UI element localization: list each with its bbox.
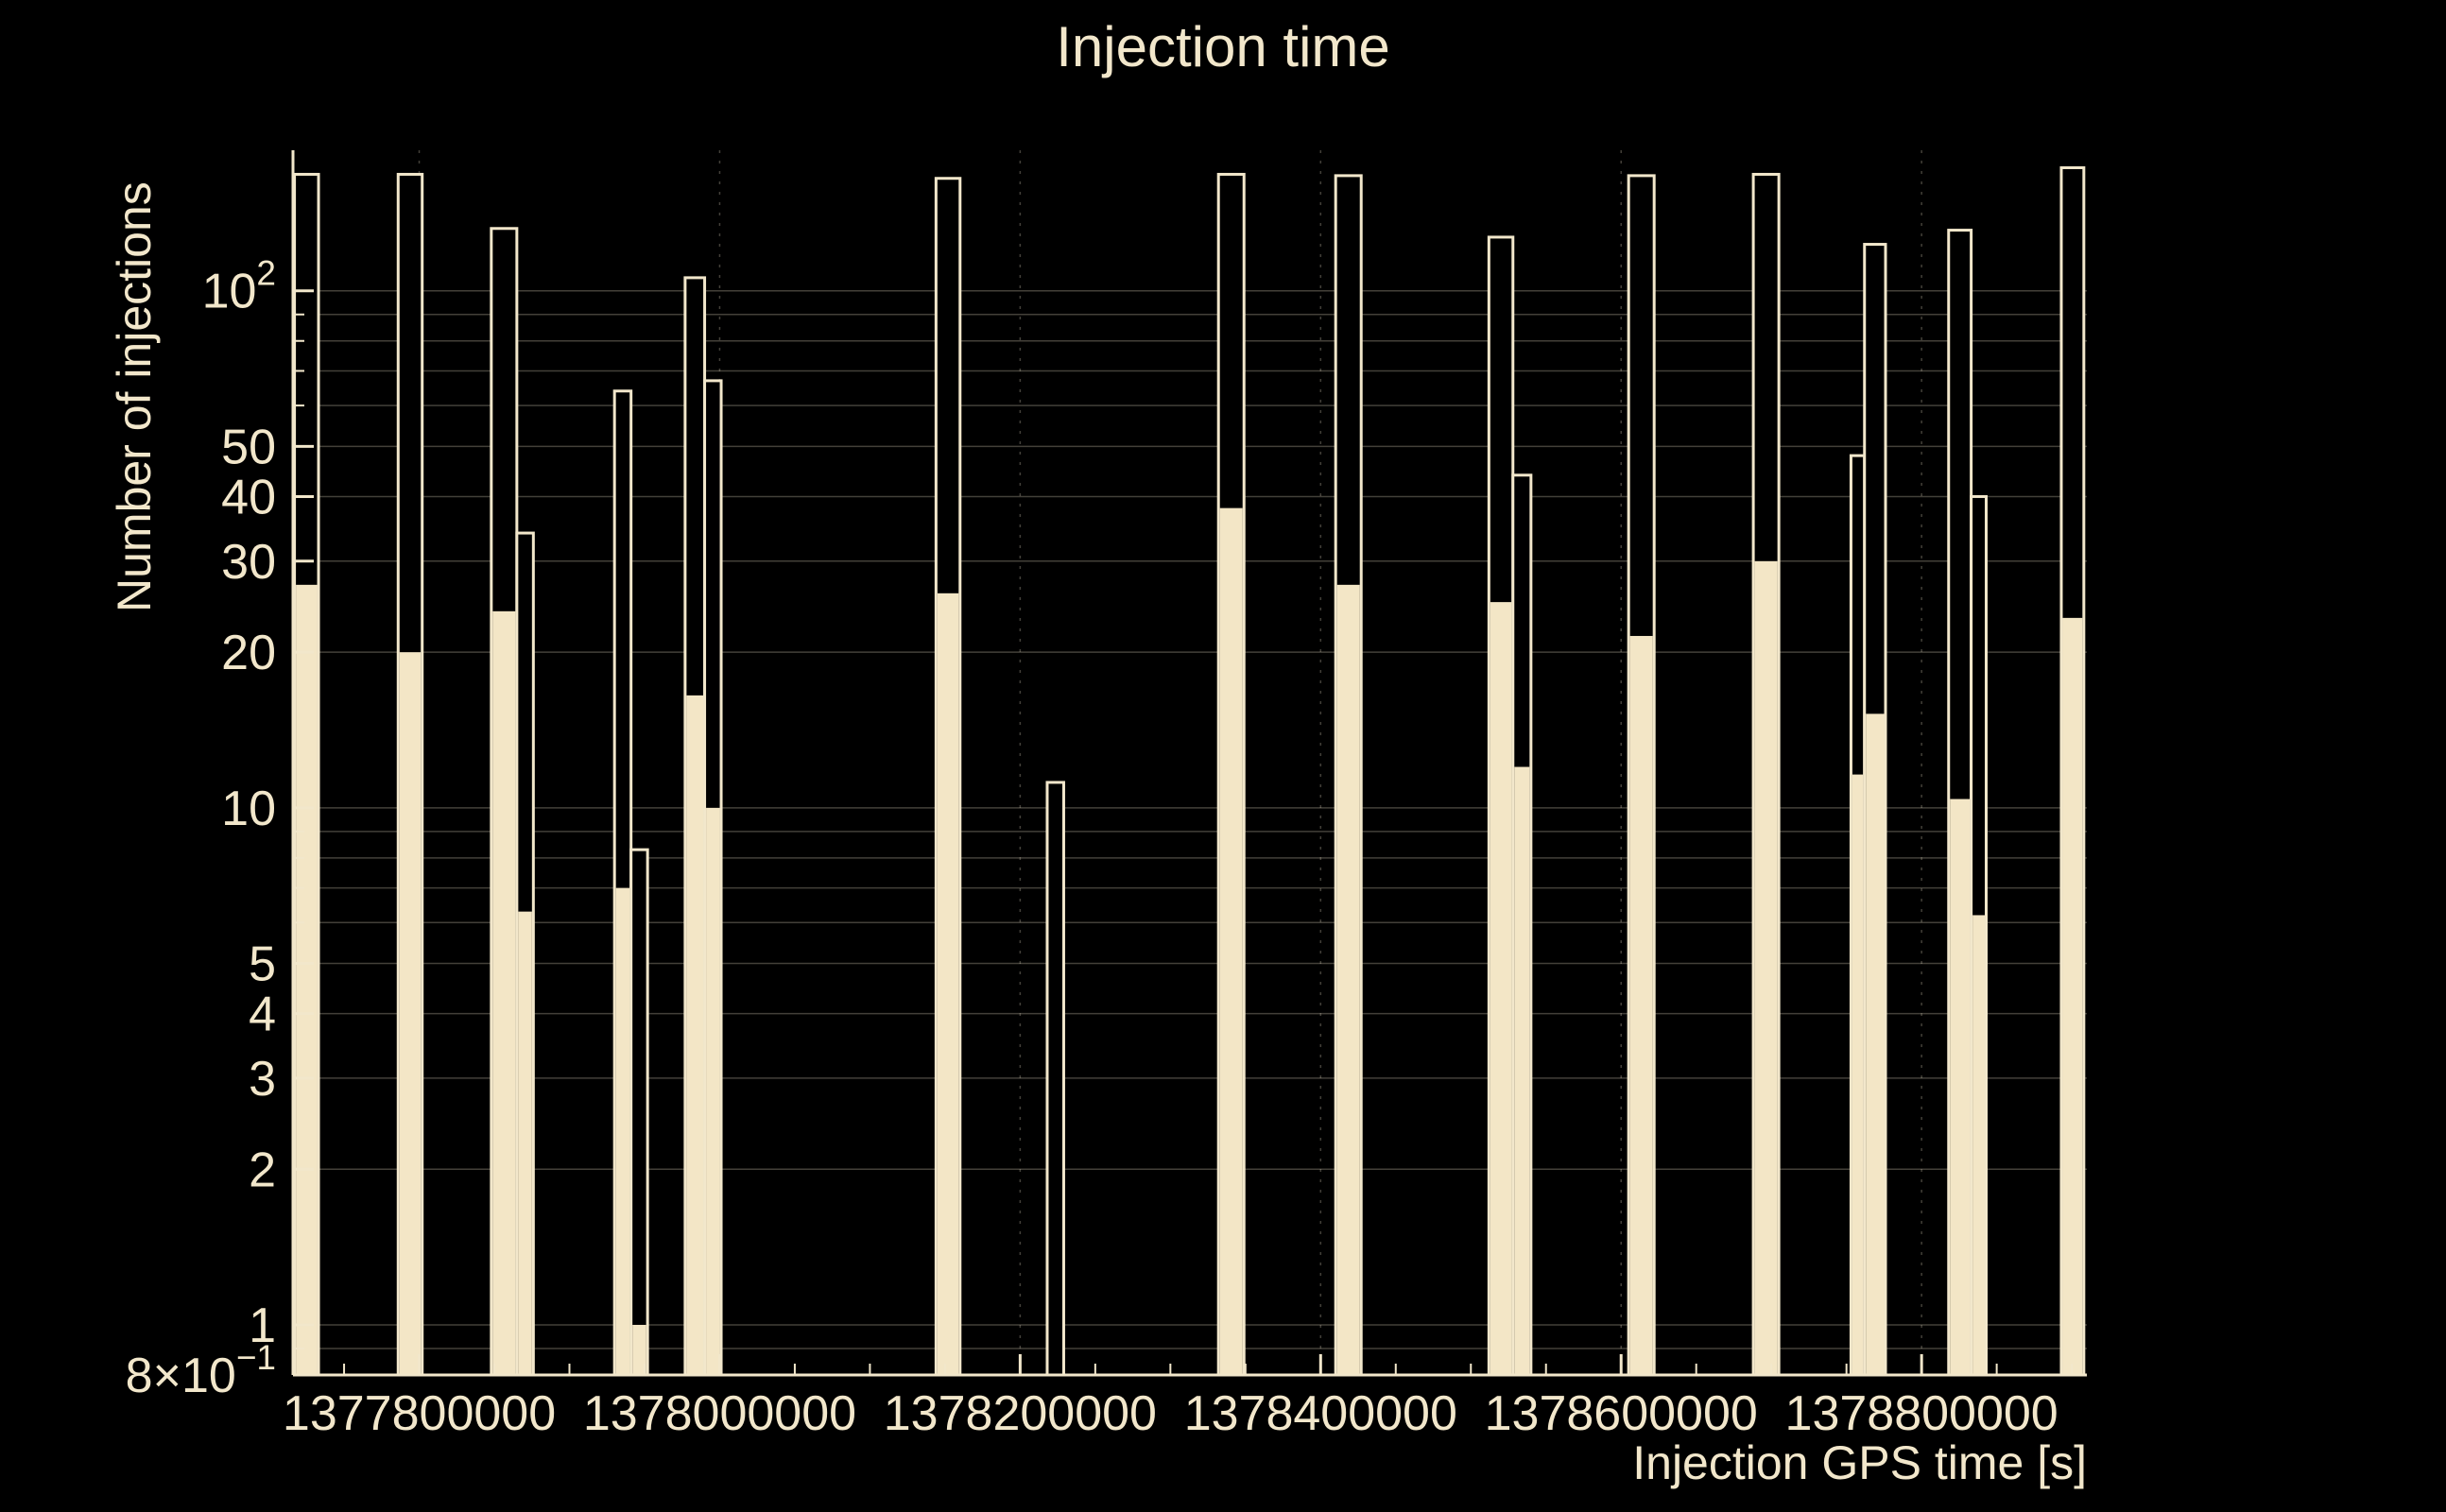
y-tick-label: 4 bbox=[249, 988, 276, 1042]
y-tick-label: 5 bbox=[249, 937, 276, 992]
y-tick-label: 20 bbox=[221, 626, 276, 680]
x-tick-label: 1378800000 bbox=[1785, 1386, 2058, 1441]
histogram-filled-bar bbox=[1219, 507, 1243, 1374]
histogram-filled-bar bbox=[1972, 915, 1985, 1374]
x-axis-title: Injection GPS time [s] bbox=[1632, 1436, 2087, 1489]
x-tick-label: 1378600000 bbox=[1485, 1386, 1758, 1441]
histogram-filled-bar bbox=[2062, 617, 2083, 1374]
y-tick-label: 8×10−1 bbox=[126, 1338, 276, 1403]
histogram-filled-bar bbox=[1866, 713, 1885, 1374]
histogram-filled-bar bbox=[518, 911, 532, 1374]
y-tick-label: 1 bbox=[249, 1298, 276, 1353]
histogram-filled-bar bbox=[1950, 799, 1971, 1374]
x-tick-label: 1378000000 bbox=[583, 1386, 856, 1441]
x-tick-label: 1378200000 bbox=[884, 1386, 1157, 1441]
histogram-filled-bar bbox=[1336, 584, 1360, 1374]
x-tick-label: 1378400000 bbox=[1184, 1386, 1457, 1441]
y-tick-label: 3 bbox=[249, 1052, 276, 1107]
histogram-filled-bar bbox=[492, 610, 516, 1374]
histogram-filled-bar bbox=[1629, 635, 1653, 1374]
y-tick-label: 102 bbox=[202, 254, 276, 319]
histogram-outline-bar bbox=[1045, 781, 1065, 1377]
histogram-filled-bar bbox=[632, 1324, 646, 1374]
histogram-filled-bar bbox=[686, 695, 704, 1374]
y-tick-label: 50 bbox=[221, 420, 276, 474]
histogram-filled-bar bbox=[296, 584, 318, 1374]
y-tick-label: 2 bbox=[249, 1143, 276, 1197]
histogram-filled-bar bbox=[615, 887, 630, 1374]
histogram-filled-bar bbox=[1754, 560, 1778, 1374]
histogram-filled-bar bbox=[1490, 602, 1512, 1374]
histogram-filled-bar bbox=[1852, 774, 1864, 1374]
y-tick-label: 30 bbox=[221, 535, 276, 590]
y-tick-label: 40 bbox=[221, 470, 276, 524]
x-tick-label: 1377800000 bbox=[283, 1386, 556, 1441]
chart-title: Injection time bbox=[1056, 15, 1390, 78]
histogram-filled-bar bbox=[1514, 766, 1530, 1374]
y-tick-label: 10 bbox=[221, 782, 276, 836]
histogram-filled-bar bbox=[706, 807, 720, 1374]
histogram-filled-bar bbox=[399, 652, 422, 1374]
histogram-filled-bar bbox=[937, 593, 959, 1374]
histogram-outline-bar bbox=[629, 848, 649, 1377]
